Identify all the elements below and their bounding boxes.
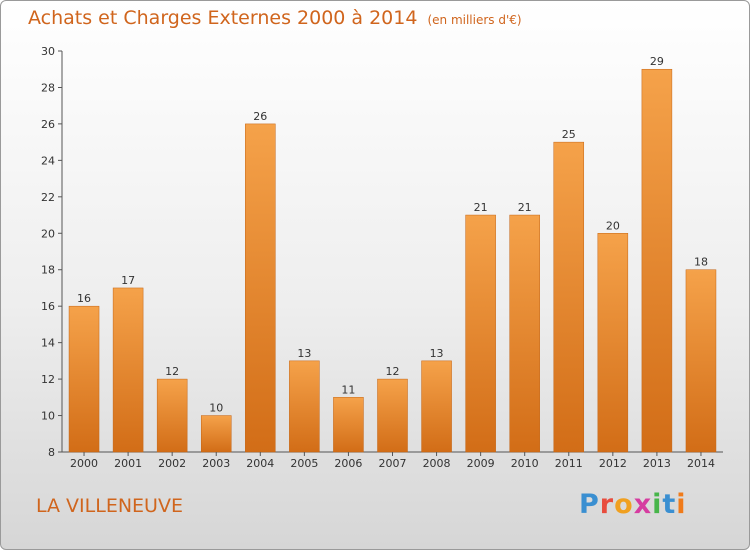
x-tick-label: 2011 <box>555 457 583 470</box>
bar <box>685 269 717 453</box>
bar-value-label: 17 <box>121 274 135 287</box>
y-tick-label: 14 <box>41 337 55 350</box>
x-tick-label: 2001 <box>114 457 142 470</box>
y-tick-label: 26 <box>41 118 55 131</box>
y-tick-label: 24 <box>41 154 55 167</box>
bar <box>553 141 585 453</box>
x-tick-label: 2004 <box>246 457 274 470</box>
y-tick-label: 12 <box>41 373 55 386</box>
x-tick-label: 2013 <box>643 457 671 470</box>
title-row: Achats et Charges Externes 2000 à 2014 (e… <box>28 7 522 29</box>
x-tick-label: 2007 <box>379 457 407 470</box>
bar <box>377 378 408 453</box>
bar-value-label: 11 <box>341 383 355 396</box>
x-tick-label: 2000 <box>70 457 98 470</box>
chart-unit: (en milliers d'€) <box>427 13 522 27</box>
bar <box>465 214 496 453</box>
x-tick-label: 2002 <box>158 457 186 470</box>
bar <box>289 360 320 453</box>
bar-value-label: 18 <box>694 256 708 269</box>
bar-value-label: 20 <box>606 219 620 232</box>
y-tick-label: 22 <box>41 191 55 204</box>
bar-value-label: 16 <box>77 292 91 305</box>
y-tick-label: 20 <box>41 227 55 240</box>
bar <box>200 415 232 453</box>
bar-value-label: 29 <box>650 55 664 68</box>
bar <box>112 287 144 453</box>
bar-value-label: 13 <box>297 347 311 360</box>
bar-value-label: 25 <box>562 128 576 141</box>
x-tick-label: 2009 <box>467 457 495 470</box>
bar <box>156 378 188 453</box>
y-tick-label: 28 <box>41 81 55 94</box>
x-tick-label: 2014 <box>687 457 715 470</box>
bar <box>641 68 673 453</box>
bar-value-label: 10 <box>209 402 223 415</box>
bar <box>333 397 364 453</box>
bar-value-label: 21 <box>474 201 488 214</box>
bar <box>421 360 452 453</box>
y-tick-label: 8 <box>48 446 55 459</box>
y-tick-label: 30 <box>41 45 55 58</box>
commune-name: LA VILLENEUVE <box>36 495 183 517</box>
x-tick-label: 2008 <box>423 457 451 470</box>
x-tick-label: 2006 <box>334 457 362 470</box>
bar-value-label: 26 <box>253 110 267 123</box>
y-tick-label: 10 <box>41 410 55 423</box>
bar <box>597 233 629 453</box>
x-tick-label: 2010 <box>511 457 539 470</box>
proxiti-logo: Proxiti <box>579 489 687 520</box>
y-tick-label: 18 <box>41 264 55 277</box>
x-tick-label: 2003 <box>202 457 230 470</box>
bar-value-label: 12 <box>165 365 179 378</box>
bar <box>509 214 540 453</box>
chart-title: Achats et Charges Externes 2000 à 2014 <box>28 7 418 29</box>
bar-value-label: 21 <box>518 201 532 214</box>
y-tick-label: 16 <box>41 300 55 313</box>
x-tick-label: 2012 <box>599 457 627 470</box>
bar <box>68 305 100 453</box>
bar <box>245 123 276 453</box>
x-tick-label: 2005 <box>290 457 318 470</box>
bar-value-label: 13 <box>430 347 444 360</box>
bar-value-label: 12 <box>386 365 400 378</box>
